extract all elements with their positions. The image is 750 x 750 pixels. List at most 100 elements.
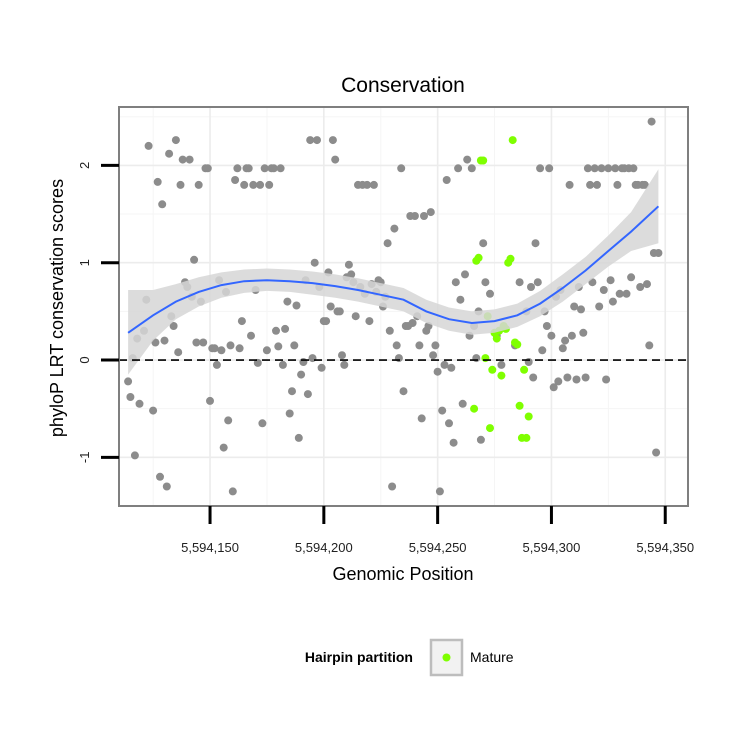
data-point [583,164,592,173]
data-point [344,260,353,269]
data-point [449,438,458,447]
data-point [244,164,253,173]
legend: Hairpin partition Mature [305,638,514,677]
data-point [435,487,444,496]
data-point [527,283,535,291]
data-point [322,317,331,326]
data-point [124,377,133,386]
mature-point [488,365,497,374]
data-point [149,406,158,415]
data-point [461,270,469,279]
mature-point [481,354,490,363]
data-point [199,338,208,347]
data-point [549,383,558,392]
data-point [383,239,392,248]
data-point [529,373,538,382]
data-point [297,370,306,379]
data-point [629,164,638,173]
series-other [124,117,663,496]
data-point [363,180,372,189]
data-point [288,387,296,396]
data-point [545,164,554,173]
data-point [538,346,547,355]
data-point [415,341,424,350]
panel-border [118,106,689,507]
data-point [486,289,494,298]
x-axis-title: Genomic Position [332,564,473,584]
data-point [292,301,301,310]
data-point [547,331,556,340]
data-point [178,155,187,164]
mature-point [474,253,483,262]
data-point [388,482,397,491]
data-point [392,341,401,350]
data-point [586,180,595,189]
data-point [445,419,453,428]
data-point [558,344,567,353]
data-point [276,164,285,173]
data-point [597,164,606,173]
data-point [347,270,356,279]
mature-point [513,340,522,349]
data-point [433,367,442,376]
data-point [454,164,463,173]
data-point [533,278,542,287]
x-tick-label: 5,594,350 [636,540,694,555]
data-point [399,387,408,396]
data-point [463,155,472,164]
data-point [481,278,490,287]
data-point [260,164,269,173]
data-point [340,360,349,369]
mature-point [508,136,517,145]
data-point [554,377,563,386]
data-point [265,180,274,189]
mature-point [506,254,515,263]
data-point [581,373,590,382]
data-point [247,331,255,340]
data-point [394,354,403,363]
data-point [451,278,460,287]
data-point [458,399,467,408]
plot-panel [118,106,689,507]
x-tick-label: 5,594,200 [295,540,353,555]
data-point [476,435,485,444]
data-point [467,164,476,173]
data-point [203,164,212,173]
data-point [643,280,651,289]
data-point [602,375,611,384]
y-tick-label: 0 [77,356,92,363]
data-point [447,363,456,372]
data-point [440,360,449,369]
data-point [308,354,317,363]
mature-point [497,371,506,380]
data-point [408,319,417,327]
data-point [515,278,524,287]
data-point [593,180,601,189]
data-point [338,351,346,360]
data-point [306,136,315,145]
data-point [135,399,144,408]
data-point [397,164,406,173]
data-point [335,307,344,316]
data-point [162,482,171,491]
data-point [269,164,278,173]
data-point [194,180,203,189]
data-point [153,177,162,186]
data-point [438,406,447,415]
data-point [420,212,428,220]
data-point [158,200,167,209]
data-point [217,346,226,355]
data-point [599,286,608,294]
data-point [249,180,258,189]
data-point [365,317,374,326]
data-point [317,363,326,372]
data-point [579,328,588,337]
data-point [185,155,194,164]
data-point [542,322,551,330]
data-point [561,336,570,345]
data-point [290,341,299,350]
mature-point [479,156,488,165]
data-point [524,358,533,366]
data-point [331,155,340,164]
x-tick-label: 5,594,300 [523,540,581,555]
